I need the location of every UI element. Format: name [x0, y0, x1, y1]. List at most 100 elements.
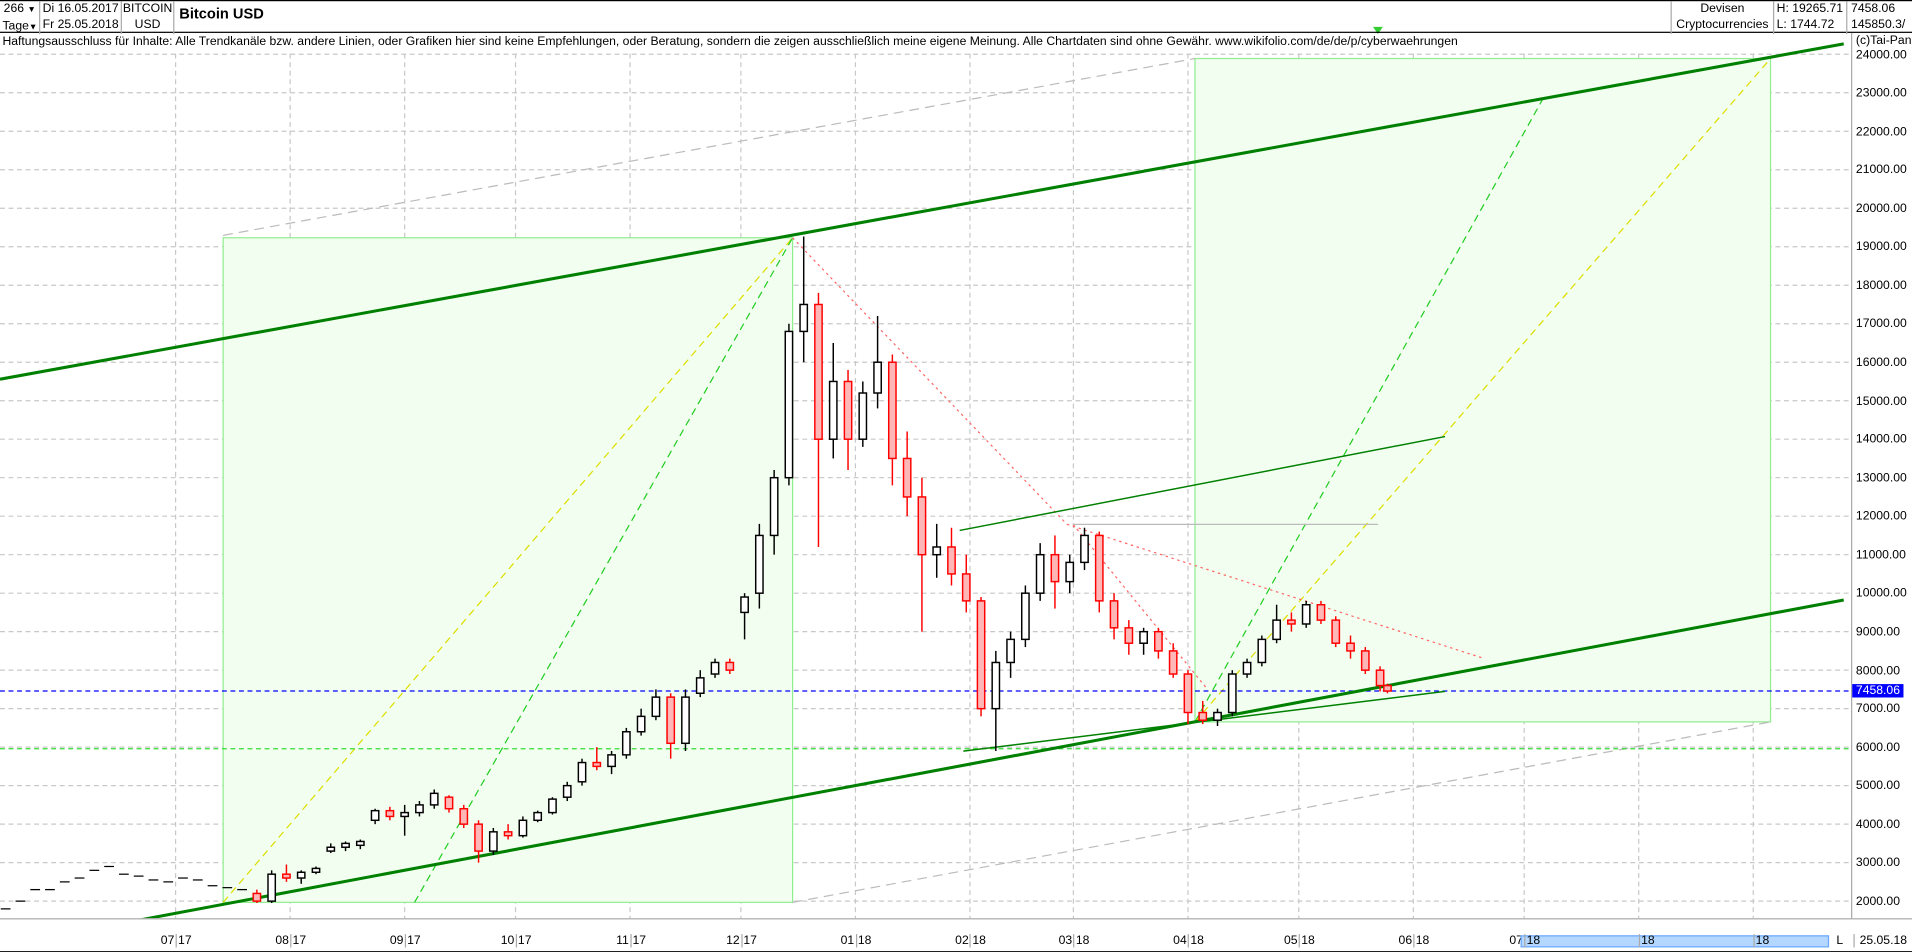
candle-up: [754, 523, 764, 609]
candle-body: [1360, 650, 1370, 671]
candle-up: [267, 870, 277, 904]
x-tick-month: 03: [1058, 934, 1073, 948]
lower-channel-line: [141, 598, 1844, 919]
candle-down: [1316, 600, 1326, 624]
candle-body: [1035, 553, 1045, 594]
candle-body: [1301, 603, 1311, 625]
candle-body: [858, 392, 868, 440]
symbol-line2: USD: [134, 18, 161, 32]
candle-up: [1065, 554, 1075, 594]
candle-up: [1242, 658, 1252, 678]
candle-down: [474, 820, 483, 863]
candle-body: [828, 380, 838, 440]
candle-down: [1124, 620, 1134, 655]
bars-count: 266: [3, 2, 25, 16]
candle-body: [1198, 711, 1208, 721]
chevron-down-icon: ▼: [27, 6, 36, 15]
candle-body: [1020, 592, 1030, 641]
candle-body: [415, 804, 424, 814]
y-tick-label: 22000.00: [1855, 125, 1907, 139]
candle-body: [725, 661, 735, 671]
candle-down: [1383, 683, 1392, 694]
x-tick-year: 18: [1413, 934, 1429, 948]
category-line1: Devisen: [1700, 2, 1745, 16]
candle-body: [1331, 619, 1341, 644]
candle-body: [636, 715, 646, 733]
y-tick-label: 23000.00: [1855, 86, 1907, 101]
candle-up: [769, 469, 779, 555]
candle-up: [1139, 627, 1149, 655]
x-tick-year: 17: [290, 934, 306, 948]
y-tick-label: 17000.00: [1855, 317, 1907, 332]
candle-body: [902, 457, 912, 498]
candle-body: [1287, 619, 1296, 625]
y-tick-label: 21000.00: [1855, 163, 1907, 178]
bars-selector[interactable]: 266 ▼ Tage▼: [0, 1, 41, 35]
date-from: Di 16.05.2017: [42, 2, 119, 16]
x-tick-year: 17: [740, 934, 757, 948]
copyright: (c)Tai-Pan: [1855, 34, 1912, 48]
candle-up: [1213, 708, 1222, 726]
candle-up: [651, 689, 661, 721]
candle-body: [814, 303, 823, 440]
last-price-label: 7458.06: [1852, 683, 1904, 698]
candle-body: [503, 831, 513, 837]
y-tick-label: 19000.00: [1855, 240, 1907, 255]
annotation-lines: [0, 42, 1852, 919]
candle-body: [991, 661, 1001, 710]
candle-down: [1168, 643, 1178, 678]
candle-body: [370, 809, 380, 822]
x-tick-month: 04: [1173, 934, 1187, 948]
candle-up: [1272, 604, 1282, 644]
candle-up: [991, 650, 1001, 752]
candle-body: [917, 496, 927, 556]
candle-body: [681, 696, 690, 745]
candle-up: [1080, 527, 1089, 571]
scrollbar[interactable]: [1520, 935, 1830, 948]
candle-down: [976, 597, 986, 717]
candle-body: [651, 696, 661, 718]
candle-down: [444, 795, 454, 813]
scroll-marker[interactable]: L: [1836, 934, 1844, 948]
candle-body: [769, 476, 779, 537]
volume-value: 145850.3/: [1851, 18, 1906, 32]
candle-down: [1154, 627, 1163, 659]
candle-body: [562, 784, 572, 798]
candle-down: [1287, 612, 1296, 632]
date-to: Fr 25.05.2018: [42, 18, 119, 32]
candle-down: [503, 824, 513, 840]
date-range[interactable]: Di 16.05.2017 Fr 25.05.2018: [40, 1, 122, 35]
candle-up: [740, 593, 749, 640]
candle-down: [282, 864, 291, 882]
candle-body: [1375, 669, 1385, 687]
candle-down: [1183, 670, 1193, 725]
symbol: BITCOIN USD: [122, 1, 175, 35]
candle-body: [799, 303, 809, 333]
y-tick-label: 16000.00: [1855, 356, 1907, 370]
candle-body: [459, 808, 469, 825]
candle-body: [621, 731, 631, 756]
marker-triangle: [1373, 26, 1383, 35]
candle-body: [385, 809, 395, 818]
candle-down: [252, 889, 262, 904]
candle-body: [1139, 630, 1149, 644]
candle-up: [533, 810, 543, 823]
candle-up: [710, 658, 720, 678]
x-tick-month: 09: [389, 934, 404, 948]
candle-body: [1183, 673, 1193, 714]
candle-body: [961, 573, 971, 602]
candle-body: [518, 819, 528, 837]
candle-up: [695, 670, 705, 698]
candles: [0, 236, 1392, 910]
annotation-boxes: [222, 57, 1772, 903]
candle-down: [1109, 593, 1119, 640]
candle-up: [311, 866, 321, 875]
y-tick-label: 12000.00: [1855, 510, 1907, 524]
range-box-left: [222, 237, 794, 903]
candle-body: [1006, 638, 1015, 664]
candle-down: [725, 658, 735, 675]
x-tick-year: 18: [855, 934, 871, 948]
y-tick-label: 18000.00: [1855, 279, 1907, 293]
y-tick-label: 2000.00: [1855, 895, 1901, 909]
candle-up: [370, 808, 380, 825]
